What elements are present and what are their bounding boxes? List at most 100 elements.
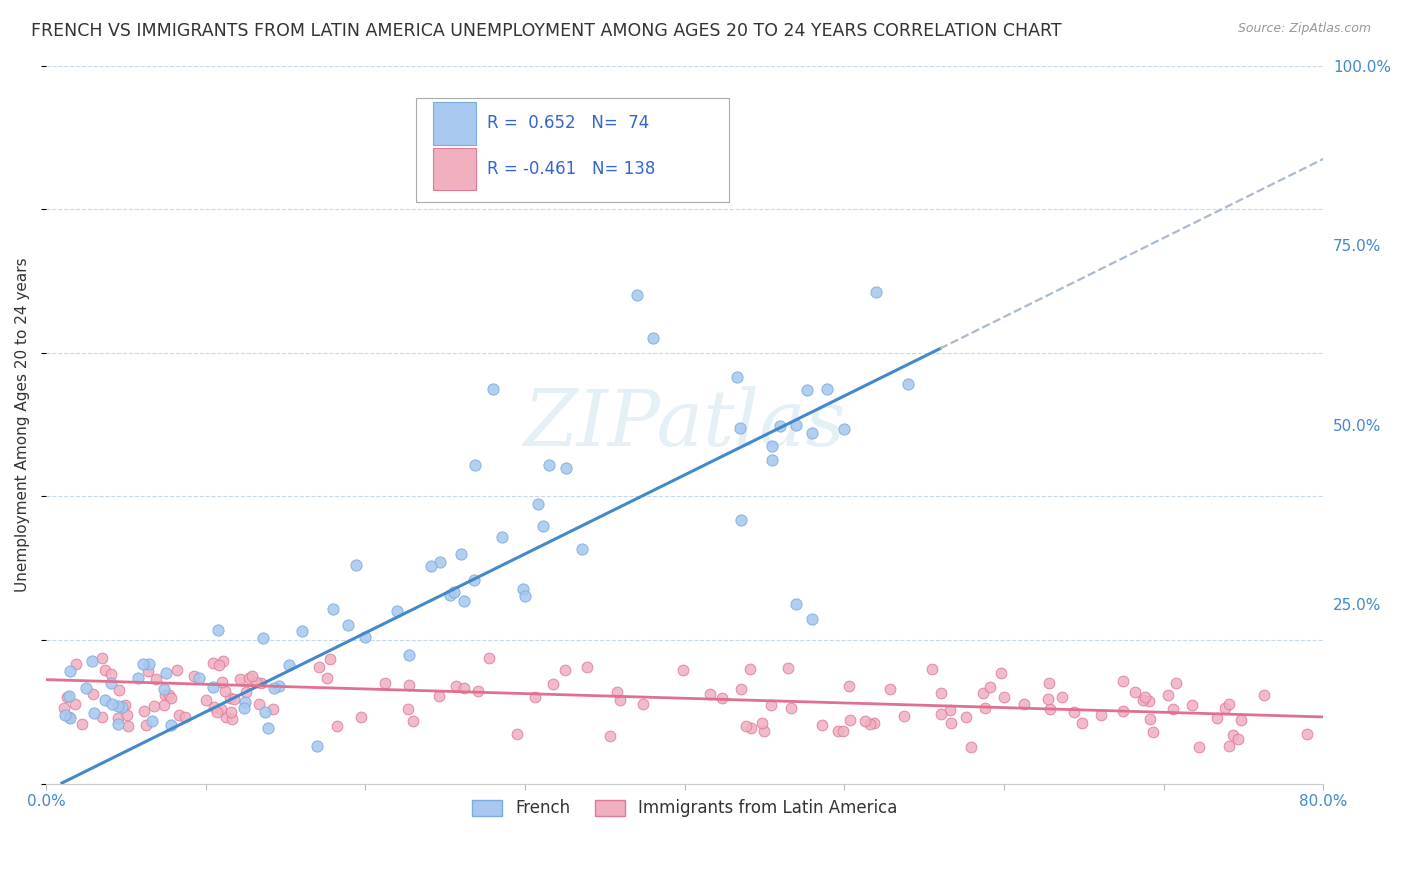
Point [641,331,664,345]
Point [115,708,138,723]
Point [785,417,807,432]
Point [374,676,396,690]
Point [93,693,115,707]
Point [1038,676,1060,690]
Point [921,662,943,676]
Point [65,657,87,671]
Point [1039,702,1062,716]
Point [277,658,299,673]
Point [897,376,920,391]
Point [1036,691,1059,706]
Point [796,383,818,397]
Point [482,382,505,396]
Point [478,651,501,665]
Point [159,691,181,706]
Point [117,719,139,733]
Point [1012,697,1035,711]
Point [740,662,762,676]
Text: ZIPatlas: ZIPatlas [523,386,846,463]
Point [308,660,330,674]
Point [240,669,263,683]
Point [107,699,129,714]
Point [201,681,224,695]
Point [543,676,565,690]
Point [153,688,176,702]
Point [513,590,536,604]
Point [463,573,485,587]
Point [249,698,271,712]
Point [208,657,231,672]
Point [1230,713,1253,727]
Point [52,701,75,715]
Point [725,370,748,384]
Point [838,679,860,693]
Text: Source: ZipAtlas.com: Source: ZipAtlas.com [1237,22,1371,36]
Point [93,663,115,677]
Point [229,672,252,686]
Point [212,654,235,668]
Point [672,663,695,677]
Point [127,671,149,685]
Point [75,681,97,695]
Point [464,458,486,472]
Point [183,668,205,682]
Point [245,675,267,690]
Point [606,685,628,699]
Point [1123,685,1146,699]
Point [575,660,598,674]
Point [1112,674,1135,689]
Point [831,723,853,738]
Point [218,691,240,706]
Point [1218,697,1240,711]
Point [859,717,882,731]
Point [1090,708,1112,723]
Point [973,701,995,715]
Point [706,116,728,130]
Point [811,718,834,732]
Point [219,705,242,719]
Point [398,678,420,692]
Point [554,663,576,677]
Point [1213,701,1236,715]
Point [235,685,257,699]
Point [955,710,977,724]
Point [344,558,367,573]
Point [100,675,122,690]
Point [960,740,983,755]
Point [776,661,799,675]
Point [256,721,278,735]
Point [1218,739,1240,754]
Point [350,709,373,723]
Point [169,707,191,722]
Point [1142,725,1164,739]
Point [512,582,534,596]
Point [132,657,155,671]
Point [325,719,347,733]
Point [250,675,273,690]
Point [728,421,751,435]
Point [214,683,236,698]
Point [699,686,721,700]
FancyBboxPatch shape [433,103,477,145]
Point [853,714,876,729]
Point [609,693,631,707]
Point [599,729,621,743]
Point [202,699,225,714]
Point [209,701,232,715]
Point [80,654,103,668]
Point [155,666,177,681]
Point [53,707,76,722]
Point [429,555,451,569]
Point [801,611,824,625]
Point [538,458,561,472]
Point [443,585,465,599]
Point [631,698,654,712]
FancyBboxPatch shape [416,98,730,202]
Point [56,690,79,705]
Point [160,717,183,731]
Point [58,690,80,704]
Point [929,706,952,721]
Point [446,679,468,693]
Point [785,597,807,611]
Point [801,426,824,441]
